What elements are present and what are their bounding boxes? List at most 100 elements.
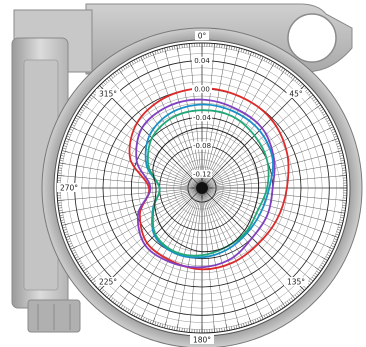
grid-edge-tick [179, 327, 181, 332]
grid-edge-tick [87, 274, 91, 278]
grid-edge-tick [225, 45, 228, 53]
grid-spoke [201, 47, 240, 189]
grid-edge-tick [62, 147, 67, 150]
grid-spoke [83, 104, 203, 189]
grid-edge-tick [337, 211, 345, 214]
grid-edge-tick [75, 256, 79, 259]
grid-edge-tick [131, 311, 134, 315]
grid-edge-tick [189, 43, 191, 51]
grid-edge-tick [62, 226, 67, 229]
grid-edge-tick [70, 126, 77, 130]
grid-edge-tick [331, 245, 335, 248]
grid-edge-tick [332, 131, 336, 133]
grid-spoke [65, 187, 203, 238]
grid-edge-tick [83, 104, 90, 109]
grid-edge-tick [179, 44, 181, 49]
grid-edge-tick [303, 286, 307, 289]
grid-edge-tick [81, 106, 85, 110]
grid-edge-tick [181, 328, 183, 332]
grid-edge-tick [118, 69, 123, 76]
angle-label-bg [57, 183, 81, 192]
grid-edge-tick [300, 83, 303, 87]
grid-ring-minor [81, 67, 323, 309]
grid-edge-tick [71, 249, 75, 252]
grid-edge-tick [136, 314, 138, 318]
grid-edge-tick [221, 328, 223, 332]
grid-edge-tick [176, 45, 179, 53]
grid-edge-tick [331, 235, 339, 238]
grid-edge-tick [341, 165, 346, 167]
grid-spoke [59, 187, 203, 214]
grid-edge-tick [252, 320, 255, 324]
grid-edge-tick [298, 291, 302, 295]
grid-spoke [152, 51, 203, 189]
grid-spoke [201, 187, 296, 300]
grid-edge-tick [320, 264, 324, 268]
grid-spoke [201, 187, 314, 282]
grid-edge-tick [260, 313, 264, 320]
grid-edge-tick [325, 256, 329, 259]
grid-edge-tick [71, 124, 75, 127]
grid-edge-tick [66, 238, 70, 241]
grid-spoke [118, 69, 203, 189]
grid-edge-tick [266, 314, 268, 318]
grid-edge-tick [331, 128, 335, 131]
grid-edge-tick [296, 293, 300, 296]
grid-edge-tick [327, 126, 334, 130]
grid-spoke [201, 56, 264, 189]
grid-edge-tick [138, 57, 141, 61]
angle-label-bg [96, 89, 120, 98]
grid-edge-tick [243, 323, 245, 327]
grid-edge-tick [136, 58, 138, 62]
grid-edge-tick [169, 325, 171, 330]
grid-edge-tick [63, 145, 67, 147]
grid-spoke [140, 187, 203, 320]
grid-edge-tick [110, 75, 114, 79]
data-curves [128, 87, 290, 271]
tick-label-bg [192, 113, 212, 122]
series-line-5 [152, 127, 260, 253]
grid-spoke [164, 47, 203, 189]
grid-edge-tick [285, 70, 288, 74]
grid-ring-minor [109, 95, 295, 281]
grid-edge-tick [308, 280, 312, 284]
grid-edge-tick [321, 111, 326, 114]
grid-spoke [57, 187, 203, 201]
grid-edge-tick [127, 309, 130, 313]
grid-edge-tick [287, 72, 290, 76]
grid-edge-tick [68, 243, 72, 245]
grid-edge-tick [270, 61, 273, 65]
grid-edge-tick [257, 54, 259, 58]
grid-edge-tick [90, 276, 97, 282]
angle-label-bg [284, 277, 308, 286]
grid-edge-tick [263, 57, 266, 61]
grid-edge-tick [245, 50, 247, 54]
center-hub [196, 182, 208, 194]
series-line-3 [144, 103, 274, 259]
grid-edge-tick [73, 254, 78, 257]
grid-edge-tick [329, 249, 333, 252]
grid-edge-tick [247, 321, 250, 326]
grid-edge-tick [342, 207, 346, 209]
grid-edge-tick [245, 322, 247, 326]
grid-spoke [108, 187, 203, 300]
grid-edge-tick [341, 209, 346, 211]
grid-edge-tick [299, 285, 305, 291]
grid-edge-tick [340, 214, 345, 216]
grid-edge-tick [110, 297, 114, 301]
grid-edge-tick [86, 100, 90, 103]
grid-edge-tick [280, 67, 284, 71]
grid-edge-tick [298, 81, 302, 85]
grid-edge-tick [319, 266, 323, 270]
grid-spoke [76, 115, 203, 189]
grid-edge-tick [166, 47, 168, 51]
grid-ring-minor [152, 138, 252, 238]
grid-edge-tick [116, 70, 119, 74]
grid-edge-tick [84, 271, 88, 274]
angle-label-bg [190, 335, 214, 344]
grid-edge-tick [61, 150, 69, 153]
grid-edge-tick [308, 92, 312, 96]
grid-edge-tick [323, 260, 327, 263]
grid-edge-tick [296, 80, 300, 83]
series-line-2 [135, 98, 276, 269]
